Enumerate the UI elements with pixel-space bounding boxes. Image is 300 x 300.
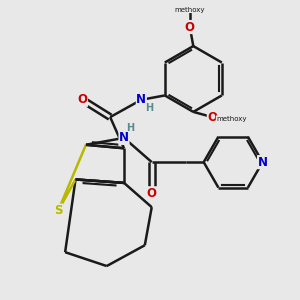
- Text: O: O: [147, 187, 157, 200]
- Text: H: H: [145, 103, 153, 113]
- Text: methoxy: methoxy: [216, 116, 247, 122]
- Text: methoxy: methoxy: [175, 7, 205, 13]
- Text: S: S: [54, 204, 62, 217]
- Text: N: N: [258, 156, 268, 169]
- Text: O: O: [77, 93, 88, 106]
- Text: N: N: [119, 131, 129, 144]
- Text: O: O: [185, 20, 195, 34]
- Text: O: O: [207, 111, 218, 124]
- Text: H: H: [126, 123, 134, 133]
- Text: N: N: [136, 93, 146, 106]
